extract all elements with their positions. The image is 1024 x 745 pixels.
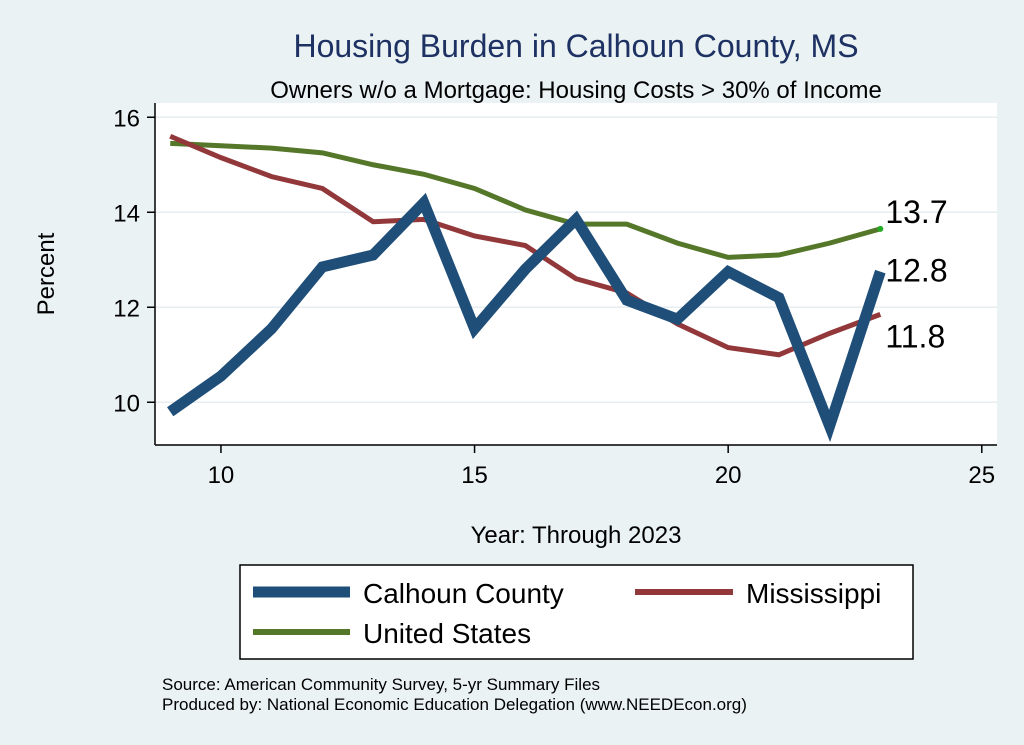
legend-label-united-states: United States xyxy=(363,618,531,649)
end-label-calhoun-county: 12.8 xyxy=(885,253,947,289)
x-tick-label: 20 xyxy=(715,462,742,489)
series-group xyxy=(167,133,886,443)
legend: Calhoun County Mississippi United States xyxy=(239,564,914,660)
legend-box xyxy=(239,564,914,660)
y-tick-label: 16 xyxy=(113,105,140,132)
end-label-united-states: 13.7 xyxy=(885,194,947,230)
chart-subtitle: Owners w/o a Mortgage: Housing Costs > 3… xyxy=(270,77,882,104)
series-line-calhoun-county xyxy=(167,192,886,443)
legend-label-mississippi: Mississippi xyxy=(746,578,881,609)
chart-title: Housing Burden in Calhoun County, MS xyxy=(293,28,858,64)
y-tick-label: 14 xyxy=(113,200,140,227)
x-tick-label: 10 xyxy=(208,462,235,489)
series-line-united-states xyxy=(170,140,882,260)
series-line-mississippi xyxy=(169,133,882,358)
x-tick-label: 15 xyxy=(461,462,488,489)
y-axis-label: Percent xyxy=(33,232,60,315)
y-tick-label: 12 xyxy=(113,295,140,322)
legend-label-calhoun-county: Calhoun County xyxy=(363,578,564,609)
footer-source: Source: American Community Survey, 5-yr … xyxy=(162,675,600,694)
y-tick-label: 10 xyxy=(113,390,140,417)
footer-produced-by: Produced by: National Economic Education… xyxy=(162,695,747,714)
series-end-marker-united-states xyxy=(877,225,884,232)
end-label-mississippi: 11.8 xyxy=(885,318,945,354)
x-axis-label: Year: Through 2023 xyxy=(471,522,682,549)
end-labels: 13.7 12.8 11.8 xyxy=(885,194,947,355)
axes: 10 12 14 16 10 15 20 25 xyxy=(113,103,997,489)
x-tick-label: 25 xyxy=(968,462,995,489)
plot-area xyxy=(155,103,997,445)
